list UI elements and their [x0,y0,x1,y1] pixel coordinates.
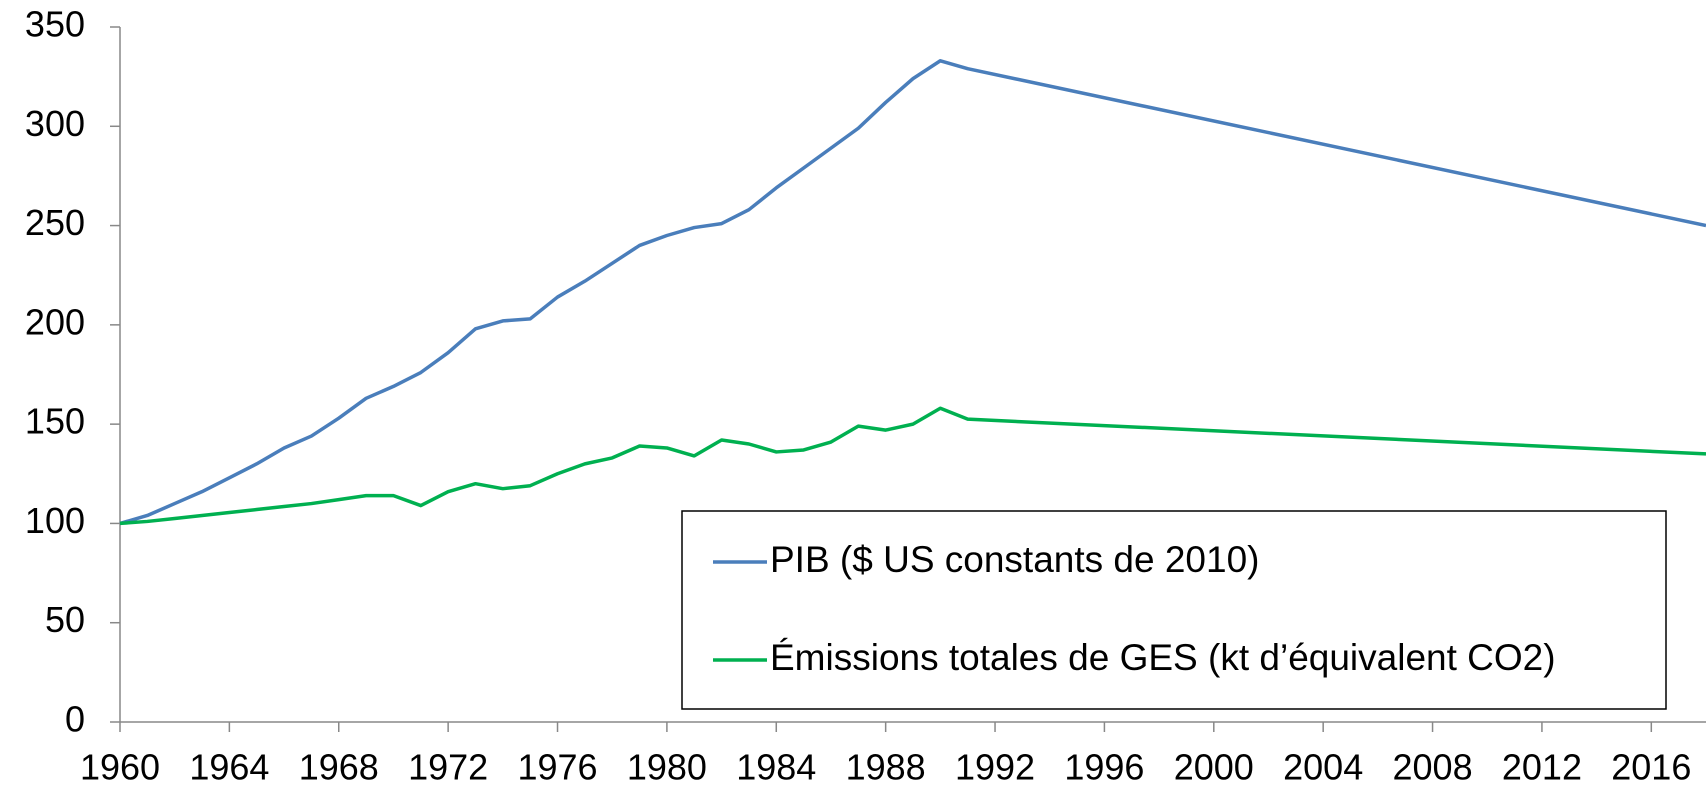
y-tick-label: 100 [25,500,85,541]
x-tick-label: 1968 [299,747,379,788]
y-tick-label: 350 [25,4,85,45]
series-line [119,406,1706,526]
x-tick-label: 1980 [627,747,707,788]
y-tick-label: 50 [45,599,85,640]
x-tick-label: 1984 [736,747,816,788]
x-tick-label: 2012 [1502,747,1582,788]
x-tick-label: 1964 [189,747,269,788]
x-tick-label: 1972 [408,747,488,788]
x-tick-label: 2004 [1283,747,1363,788]
series-line [119,59,1706,526]
legend-box [681,510,1667,710]
legend-label: Émissions totales de GES (kt d’équivalen… [770,637,1556,678]
x-tick-label: 1976 [517,747,597,788]
x-tick-label: 2000 [1174,747,1254,788]
y-tick-label: 250 [25,202,85,243]
y-tick-label: 300 [25,103,85,144]
x-tick-label: 1988 [846,747,926,788]
y-tick-label: 200 [25,301,85,342]
legend-label: PIB ($ US constants de 2010) [770,539,1260,580]
y-tick-label: 150 [25,401,85,442]
x-tick-label: 1996 [1064,747,1144,788]
x-tick-label: 1992 [955,747,1035,788]
x-tick-label: 2008 [1393,747,1473,788]
x-tick-label: 2016 [1611,747,1691,788]
y-tick-label: 0 [65,699,85,740]
x-tick-label: 1960 [80,747,160,788]
